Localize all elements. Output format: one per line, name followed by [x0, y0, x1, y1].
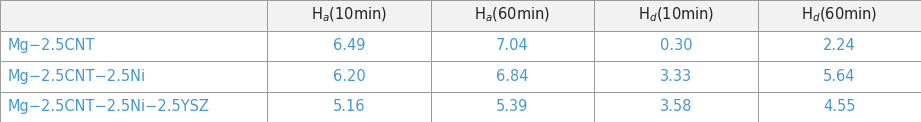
Text: Mg−2.5CNT: Mg−2.5CNT: [7, 38, 95, 53]
Bar: [0, 92, 267, 122]
Bar: [758, 30, 921, 61]
Bar: [267, 0, 431, 30]
Text: 2.24: 2.24: [823, 38, 856, 53]
Bar: [594, 92, 758, 122]
Bar: [594, 61, 758, 92]
Bar: [267, 61, 431, 92]
Text: H$_a$(60min): H$_a$(60min): [474, 6, 551, 24]
Bar: [758, 61, 921, 92]
Text: 6.20: 6.20: [332, 69, 366, 84]
Text: 5.64: 5.64: [823, 69, 856, 84]
Text: H$_a$(10min): H$_a$(10min): [311, 6, 387, 24]
Text: 3.33: 3.33: [659, 69, 692, 84]
Bar: [594, 0, 758, 30]
Text: H$_d$(60min): H$_d$(60min): [801, 6, 878, 24]
Bar: [0, 0, 267, 30]
Text: 5.16: 5.16: [332, 99, 366, 114]
Text: 6.84: 6.84: [496, 69, 529, 84]
Bar: [758, 0, 921, 30]
Text: Mg−2.5CNT−2.5Ni: Mg−2.5CNT−2.5Ni: [7, 69, 146, 84]
Text: 5.39: 5.39: [496, 99, 529, 114]
Bar: [267, 92, 431, 122]
Bar: [0, 61, 267, 92]
Text: 4.55: 4.55: [823, 99, 856, 114]
Bar: [431, 92, 594, 122]
Bar: [0, 30, 267, 61]
Bar: [431, 0, 594, 30]
Text: Mg−2.5CNT−2.5Ni−2.5YSZ: Mg−2.5CNT−2.5Ni−2.5YSZ: [7, 99, 209, 114]
Text: 0.30: 0.30: [659, 38, 693, 53]
Text: 6.49: 6.49: [332, 38, 366, 53]
Bar: [267, 30, 431, 61]
Bar: [594, 30, 758, 61]
Bar: [431, 61, 594, 92]
Text: 7.04: 7.04: [496, 38, 529, 53]
Text: 3.58: 3.58: [659, 99, 692, 114]
Text: H$_d$(10min): H$_d$(10min): [637, 6, 714, 24]
Bar: [431, 30, 594, 61]
Bar: [758, 92, 921, 122]
